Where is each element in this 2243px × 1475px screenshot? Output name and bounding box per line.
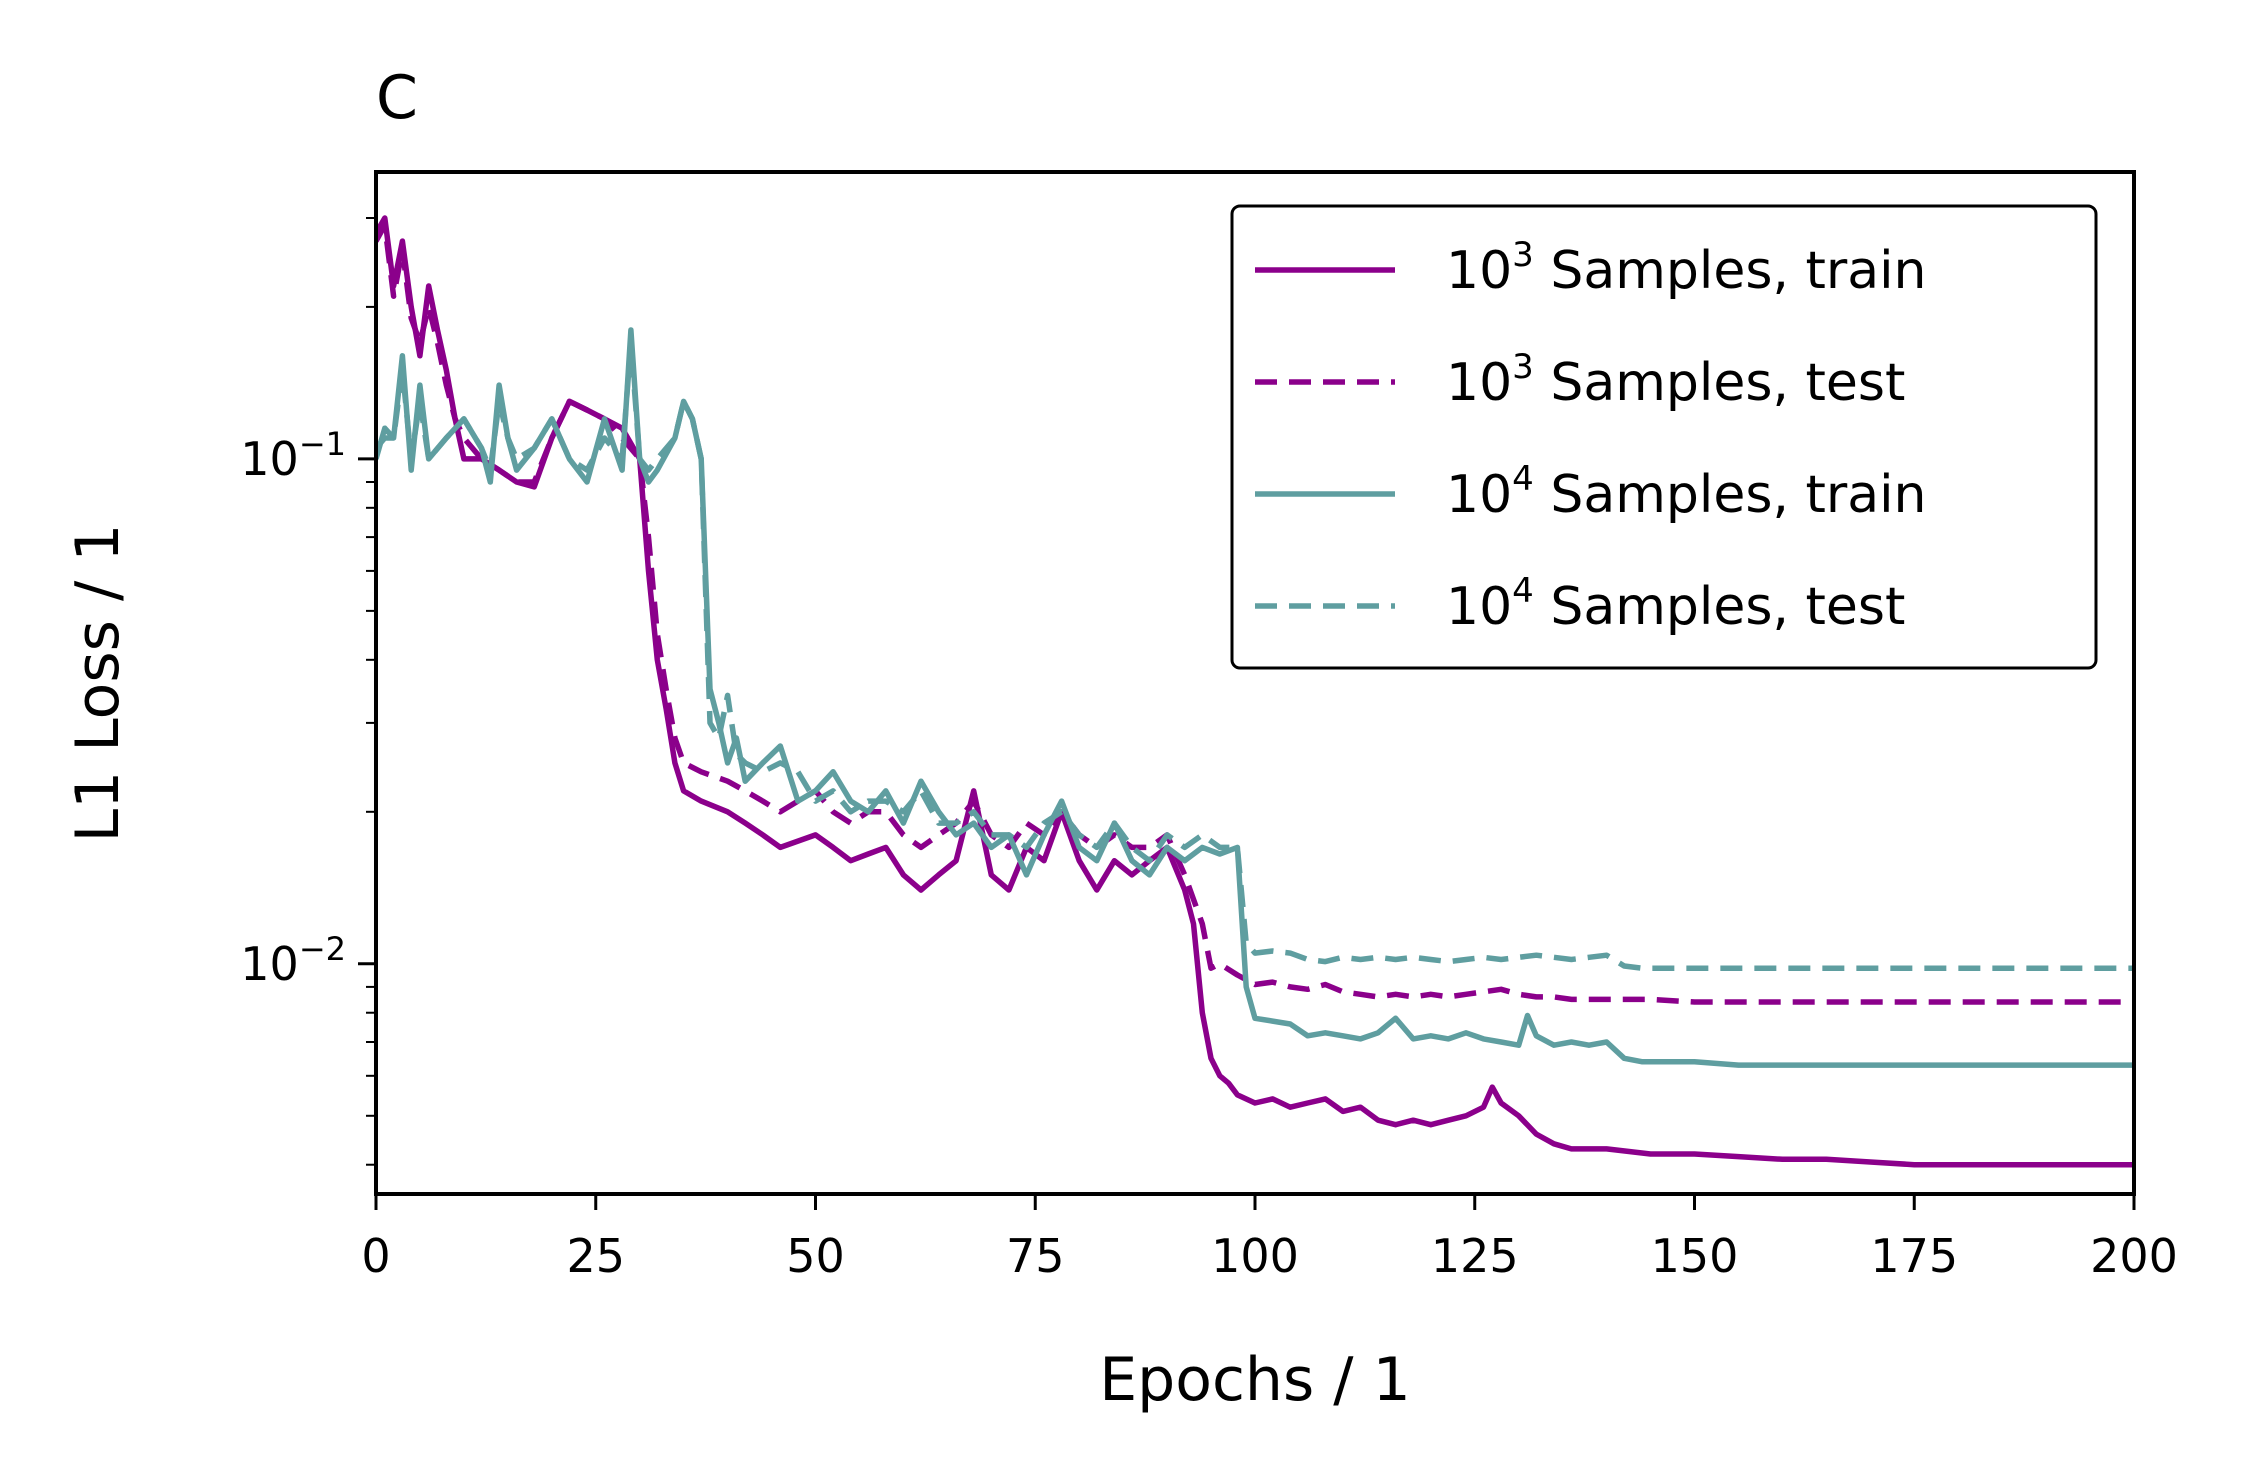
x-tick-label: 200	[2090, 1229, 2178, 1283]
x-tick-label: 100	[1211, 1229, 1299, 1283]
x-axis-label: Epochs / 1	[1099, 1345, 1411, 1415]
panel-label: C	[376, 63, 418, 133]
legend-label-2: 103 Samples, test	[1446, 347, 1905, 413]
legend-frame	[1230, 204, 2098, 670]
legend-label-4: 104 Samples, test	[1446, 571, 1905, 637]
series-layer	[376, 215, 2134, 1168]
x-tick-label: 150	[1651, 1229, 1739, 1283]
y-axis-label: L1 Loss / 1	[63, 524, 133, 843]
x-tick-label: 50	[786, 1229, 845, 1283]
ticks-layer: 0 25 50 75 100 125 150 175 200 10−1 10−2	[240, 216, 2178, 1283]
series-line-2	[376, 222, 2134, 1005]
series-line-4	[376, 339, 2134, 971]
series-line-3	[376, 327, 2134, 1068]
y-tick-label: 10−2	[240, 930, 346, 991]
legend-label-1: 103 Samples, train	[1446, 235, 1927, 301]
x-tick-label: 75	[1006, 1229, 1065, 1283]
legend: 103 Samples, train 103 Samples, test 104 S…	[1230, 204, 2098, 670]
y-tick-label: 10−1	[240, 425, 346, 486]
x-tick-label: 25	[566, 1229, 625, 1283]
x-tick-label: 0	[361, 1229, 390, 1283]
legend-label-3: 104 Samples, train	[1446, 459, 1927, 525]
plot-frame	[374, 170, 2136, 1196]
x-tick-label: 175	[1870, 1229, 1958, 1283]
x-tick-label: 125	[1431, 1229, 1519, 1283]
